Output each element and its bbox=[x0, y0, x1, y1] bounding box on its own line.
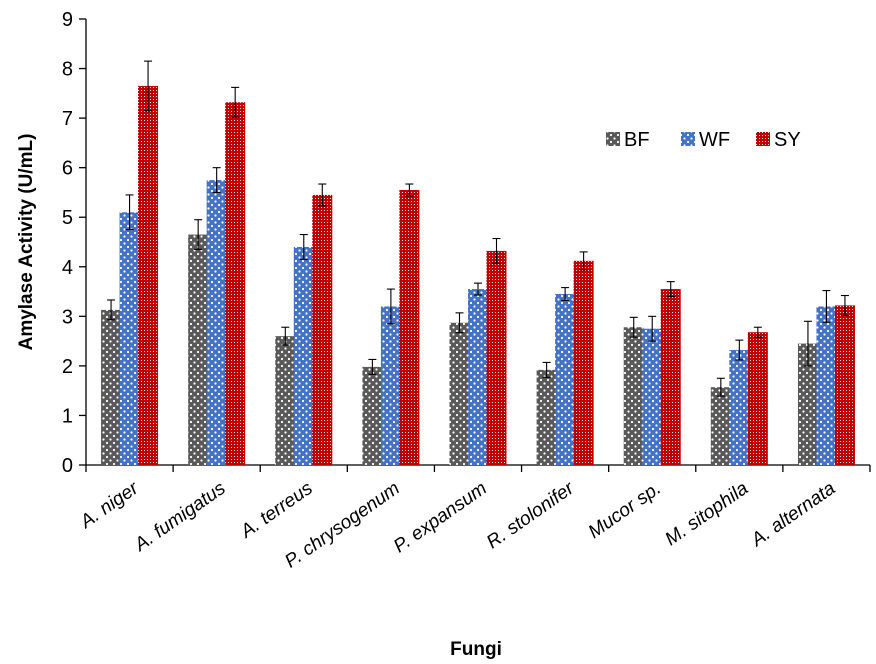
x-tick-label: M. sitophila bbox=[661, 478, 752, 550]
legend-swatch-sy bbox=[756, 132, 770, 146]
x-tick-label: A. niger bbox=[76, 478, 143, 534]
bar-sy-5 bbox=[573, 260, 594, 465]
bar-sy-2 bbox=[312, 194, 333, 465]
legend-label-sy: SY bbox=[774, 129, 801, 151]
bar-bf-2 bbox=[275, 336, 296, 465]
bar-sy-6 bbox=[660, 289, 681, 465]
y-tick-label: 0 bbox=[62, 455, 73, 477]
x-tick-label: P. expansum bbox=[390, 478, 491, 557]
x-axis-title: Fungi bbox=[450, 639, 502, 660]
bar-wf-4 bbox=[468, 289, 488, 465]
bar-bf-7 bbox=[710, 387, 731, 465]
y-tick-label: 9 bbox=[62, 9, 73, 31]
bar-wf-6 bbox=[642, 328, 663, 465]
bar-bf-0 bbox=[101, 309, 122, 465]
legend: BF WF SY bbox=[606, 129, 801, 151]
bar-sy-1 bbox=[225, 102, 246, 466]
bar-bf-8 bbox=[797, 343, 818, 465]
bar-sy-7 bbox=[747, 332, 768, 465]
y-tick-label: 8 bbox=[62, 59, 73, 81]
y-tick-label: 5 bbox=[62, 207, 73, 229]
x-tick-label: Mucor sp. bbox=[585, 478, 665, 543]
bar-wf-2 bbox=[293, 246, 314, 465]
y-tick-label: 4 bbox=[62, 257, 73, 279]
bar-wf-0 bbox=[119, 212, 140, 465]
legend-label-bf: BF bbox=[624, 129, 650, 151]
x-tick-label: R. stolonifer bbox=[483, 478, 579, 554]
bar-bf-5 bbox=[536, 369, 557, 465]
bar-wf-8 bbox=[816, 306, 837, 465]
x-tick-label: A. fumigatus bbox=[130, 478, 230, 557]
y-axis-title: Amylase Activity (U/mL) bbox=[16, 134, 37, 351]
legend-label-wf: WF bbox=[699, 129, 730, 151]
bar-sy-8 bbox=[834, 305, 855, 465]
bar-bf-6 bbox=[623, 327, 644, 465]
bar-bf-4 bbox=[449, 322, 470, 465]
y-tick-label: 2 bbox=[62, 356, 73, 378]
bar-bf-1 bbox=[188, 234, 209, 465]
y-tick-label: 7 bbox=[62, 108, 73, 130]
bar-wf-7 bbox=[729, 350, 750, 465]
bar-bf-3 bbox=[362, 366, 383, 465]
bar-wf-3 bbox=[380, 306, 401, 465]
y-tick-label: 1 bbox=[62, 405, 73, 427]
bar-sy-4 bbox=[486, 250, 507, 465]
legend-swatch-wf bbox=[681, 132, 695, 146]
bar-sy-3 bbox=[399, 189, 420, 465]
legend-swatch-bf bbox=[606, 132, 620, 146]
bar-wf-1 bbox=[206, 180, 227, 466]
y-tick-label: 3 bbox=[62, 306, 73, 328]
bar-sy-0 bbox=[138, 85, 159, 466]
x-tick-label: A. alternata bbox=[747, 478, 839, 552]
bar-wf-5 bbox=[555, 294, 576, 465]
x-tick-label: A. terreus bbox=[236, 478, 317, 543]
y-tick-label: 6 bbox=[62, 158, 73, 180]
